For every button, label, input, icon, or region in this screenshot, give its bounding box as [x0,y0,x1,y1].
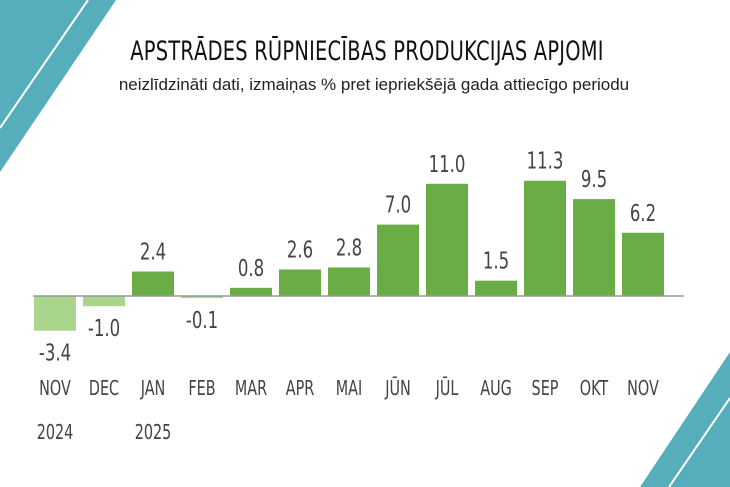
corner-stripe-top-left [0,0,116,172]
x-tick-label: NOV [627,378,659,401]
bar-6 [279,269,321,296]
chart-subtitle: neizlīdzināti dati, izmaiņas % pret iepr… [118,75,630,94]
data-label: 11.0 [429,150,466,178]
x-tick-label: APR [286,378,315,401]
x-tick-year-label: 2025 [135,422,172,445]
chart-title: APSTRĀDES RŪPNIECĪBAS PRODUKCIJAS APJOMI [130,36,604,67]
x-tick-label: JŪN [384,375,410,400]
x-tick-label: MAI [336,378,362,401]
bar-7 [328,267,370,296]
bar-11 [524,180,566,296]
bar-9 [426,183,468,296]
bar-5 [230,287,272,296]
bar-3 [132,271,174,296]
corner-line-top-left [0,0,89,129]
x-tick-label: AUG [480,378,512,401]
data-label: -0.1 [186,306,218,334]
bar-12 [573,199,615,296]
bar-13 [622,232,664,296]
bar-8 [377,224,419,296]
corner-stripe-bottom-right [640,352,730,487]
data-label: -1.0 [88,314,120,342]
bar-1 [34,296,76,331]
x-tick-label: DEC [89,378,119,401]
data-label: 9.5 [581,165,607,193]
x-tick-label: MAR [235,378,267,401]
x-tick-label: NOV [39,378,71,401]
x-tick-year-label: 2024 [37,422,74,445]
data-label: 7.0 [385,191,411,219]
corner-line-bottom-right [668,397,730,487]
data-label: -3.4 [39,339,71,367]
x-tick-label: SEP [532,378,559,401]
data-label: 2.4 [140,238,166,266]
x-tick-label: JAN [140,378,165,401]
bar-4 [181,296,223,298]
data-label: 11.3 [527,147,564,175]
x-tick-label: OKT [580,378,609,401]
data-label: 2.8 [336,234,362,262]
bar-10 [475,280,517,296]
data-label: 6.2 [630,199,656,227]
data-label: 1.5 [483,247,509,275]
data-label: 0.8 [238,254,264,282]
bar-2 [83,296,125,307]
x-tick-label: JŪL [435,375,459,400]
data-label: 2.6 [287,236,313,264]
x-tick-label: FEB [188,378,215,401]
